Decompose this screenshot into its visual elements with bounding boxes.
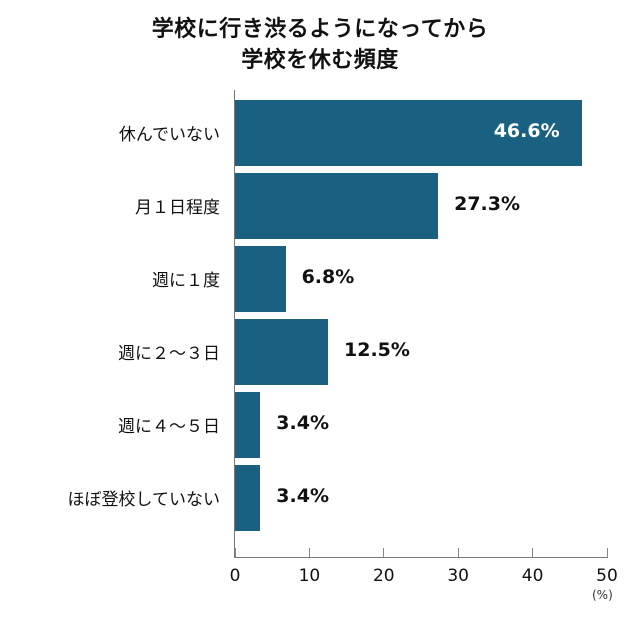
- chart-title-line-2: 学校を休む頻度: [241, 48, 399, 73]
- bar: [235, 173, 439, 239]
- bar-value-label: 27.3%: [454, 193, 521, 215]
- chart-title-line-1: 学校に行き渋るようになってから: [151, 17, 489, 42]
- x-axis-tick-label: 30: [447, 566, 469, 586]
- x-axis-tick: [234, 548, 236, 557]
- category-label: 週に１度: [152, 271, 220, 291]
- bar: [235, 319, 328, 385]
- y-axis-line: [234, 90, 235, 558]
- chart-title: 学校に行き渋るようになってから 学校を休む頻度: [0, 14, 640, 76]
- x-axis-tick: [606, 548, 608, 557]
- x-axis-line: [234, 557, 608, 558]
- category-label: 月１日程度: [135, 198, 220, 218]
- category-label: 週に４〜５日: [118, 417, 220, 437]
- category-label: 週に２〜３日: [118, 344, 220, 364]
- x-axis-tick-label: 40: [521, 566, 544, 586]
- bar: [235, 392, 261, 458]
- bar: [235, 465, 261, 531]
- x-axis-tick: [532, 548, 534, 557]
- bar-value-label: 3.4%: [276, 485, 329, 507]
- category-label: ほぼ登校していない: [67, 490, 221, 510]
- bar-value-label: 6.8%: [301, 266, 355, 288]
- x-axis-tick: [308, 548, 310, 557]
- x-axis-tick-label: 10: [298, 566, 321, 586]
- x-axis-tick: [383, 548, 385, 557]
- x-axis-tick: [457, 548, 459, 557]
- category-label: 休んでいない: [118, 125, 220, 145]
- x-axis-tick-label: 0: [229, 566, 241, 586]
- bar-value-label: 3.4%: [276, 412, 329, 434]
- x-axis-tick-label: 50: [596, 566, 618, 586]
- bar: [235, 100, 582, 166]
- bar: [235, 246, 286, 312]
- bar-value-label: 12.5%: [344, 339, 410, 361]
- bar-value-label: 46.6%: [493, 120, 560, 142]
- x-axis-unit-label: (%): [592, 588, 613, 602]
- x-axis-tick-label: 20: [372, 566, 395, 586]
